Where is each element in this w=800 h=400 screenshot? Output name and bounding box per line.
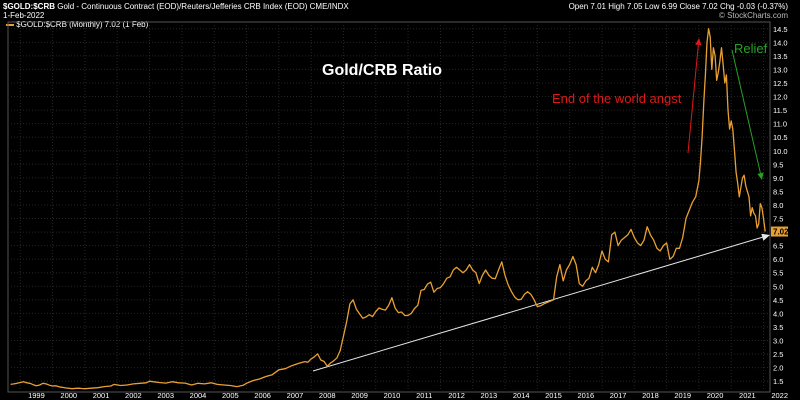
x-tick-label: 2022	[771, 391, 788, 400]
y-tick-label: 14.5	[773, 25, 788, 34]
y-tick-label: 9.5	[773, 160, 783, 169]
x-tick-label: 2012	[448, 391, 465, 400]
y-tick-label: 10.0	[773, 147, 788, 156]
x-tick-label: 2017	[610, 391, 627, 400]
y-tick-label: 9.0	[773, 174, 783, 183]
x-tick-label: 1999	[28, 391, 45, 400]
y-tick-label: 2.0	[773, 364, 783, 373]
x-tick-label: 2006	[254, 391, 271, 400]
y-tick-label: 12.5	[773, 79, 788, 88]
open-label: Open	[568, 2, 589, 11]
date-label: 1-Feb-2022	[3, 11, 45, 20]
y-tick-label: 6.0	[773, 255, 783, 264]
x-tick-label: 2019	[674, 391, 691, 400]
y-tick-label: 6.5	[773, 242, 783, 251]
y-tick-label: 10.5	[773, 133, 788, 142]
description-label: Gold - Continuous Contract (EOD)/Reuters…	[57, 2, 308, 11]
y-tick-label: 5.0	[773, 282, 783, 291]
green-down-arrowhead	[757, 172, 764, 180]
last-value-tag: 7.02	[771, 226, 789, 237]
credit-label: © StockCharts.com	[718, 11, 788, 20]
x-tick-label: 2008	[319, 391, 336, 400]
series-legend: $GOLD:$CRB (Monthly) 7.02 (1 Feb)	[6, 20, 148, 29]
close-label: Close	[679, 2, 700, 11]
x-tick-label: 2020	[707, 391, 724, 400]
support-trendline-arrowhead	[761, 233, 770, 241]
green-down-arrow	[731, 49, 761, 174]
y-tick-label: 4.0	[773, 309, 783, 318]
y-tick-label: 11.5	[773, 106, 787, 115]
gold-crb-series-line	[10, 28, 766, 390]
y-tick-label: 3.5	[773, 323, 783, 332]
y-tick-label: 7.5	[773, 215, 783, 224]
plot-frame	[7, 21, 771, 393]
high-label: High	[608, 2, 625, 11]
x-tick-label: 2007	[287, 391, 304, 400]
last-value-label: 7.02	[773, 228, 789, 237]
y-tick-label: 13.5	[773, 52, 788, 61]
y-tick-label: 1.5	[773, 377, 783, 386]
x-tick-label: 2016	[577, 391, 594, 400]
low-label: Low	[644, 2, 660, 11]
legend-text: $GOLD:$CRB (Monthly) 7.02 (1 Feb)	[16, 20, 149, 29]
x-tick-label: 2005	[222, 391, 239, 400]
support-trendline	[312, 236, 763, 372]
x-tick-label: 2000	[60, 391, 77, 400]
y-tick-label: 3.0	[773, 336, 783, 345]
y-tick-label: 12.0	[773, 93, 788, 102]
x-tick-label: 2018	[642, 391, 659, 400]
y-tick-label: 14.0	[773, 38, 788, 47]
x-tick-label: 2002	[125, 391, 142, 400]
x-tick-label: 2003	[157, 391, 174, 400]
close-value: 7.02	[702, 2, 718, 11]
annotation-end-of-world: End of the world angst	[552, 91, 682, 106]
y-tick-label: 8.0	[773, 201, 783, 210]
y-tick-label: 2.5	[773, 350, 783, 359]
x-tick-label: 2010	[384, 391, 401, 400]
legend-swatch	[6, 23, 14, 26]
red-up-arrow	[687, 44, 699, 154]
y-tick-label: 11.0	[773, 120, 787, 129]
x-tick-label: 2011	[416, 391, 432, 400]
x-tick-label: 2014	[513, 391, 530, 400]
low-value: 6.99	[661, 2, 678, 11]
exchange-label: CME/INDX	[309, 2, 349, 11]
chart-title: Gold/CRB Ratio	[322, 62, 442, 79]
quote-bar: Open 7.01 High 7.05 Low 6.99 Close 7.02 …	[569, 2, 788, 11]
x-tick-label: 2021	[739, 391, 756, 400]
x-tick-label: 2009	[351, 391, 368, 400]
red-up-arrowhead	[695, 38, 702, 46]
chg-label: Chg	[719, 2, 735, 11]
high-value: 7.05	[626, 2, 643, 11]
symbol-label: $GOLD:$CRB	[3, 2, 56, 11]
y-tick-label: 13.0	[773, 65, 788, 74]
annotation-relief: Relief	[734, 41, 768, 56]
y-tick-label: 8.5	[773, 187, 783, 196]
x-tick-label: 2001	[93, 391, 110, 400]
grid	[7, 21, 771, 393]
x-tick-label: 2004	[190, 391, 207, 400]
y-tick-label: 5.5	[773, 269, 783, 278]
x-tick-label: 2013	[481, 391, 498, 400]
chg-value: -0.03 (-0.37%)	[736, 2, 788, 11]
open-value: 7.01	[590, 2, 606, 11]
x-tick-label: 2015	[545, 391, 562, 400]
chart-header: $GOLD:$CRB Gold - Continuous Contract (E…	[3, 2, 349, 11]
y-tick-label: 4.5	[773, 296, 783, 305]
